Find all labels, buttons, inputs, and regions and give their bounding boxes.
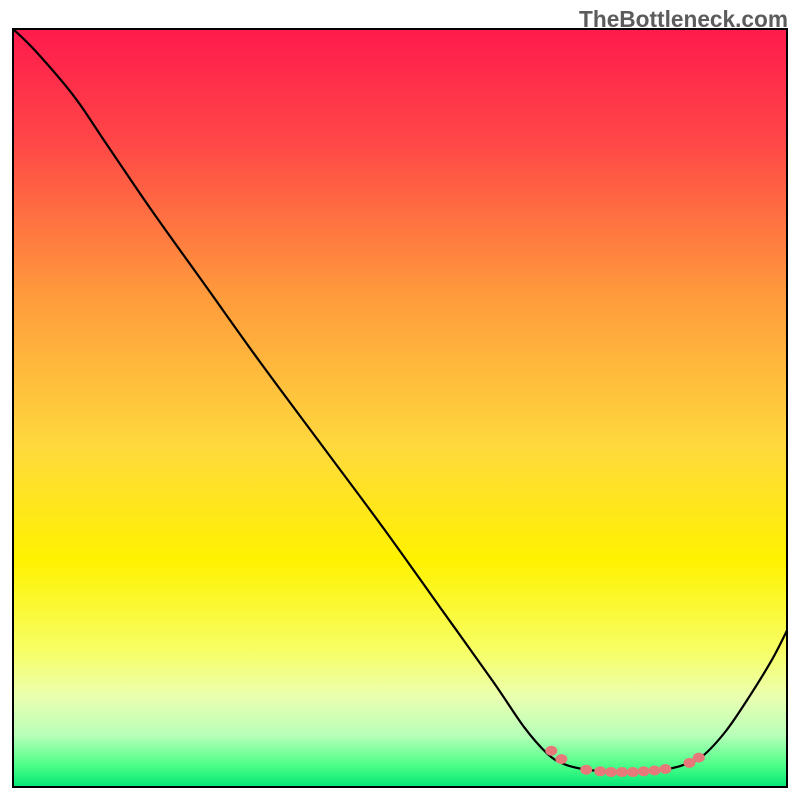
- watermark-text: TheBottleneck.com: [579, 6, 788, 33]
- gradient-background: [12, 28, 788, 788]
- marker-point: [605, 767, 617, 777]
- marker-point: [649, 766, 661, 776]
- marker-point: [594, 766, 606, 776]
- marker-point: [638, 766, 650, 776]
- plot-svg: [12, 28, 788, 788]
- marker-point: [659, 764, 671, 774]
- marker-point: [580, 765, 592, 775]
- marker-point: [693, 753, 705, 763]
- marker-point: [555, 754, 567, 764]
- bottleneck-chart: TheBottleneck.com: [0, 0, 800, 800]
- marker-point: [616, 767, 628, 777]
- marker-point: [627, 767, 639, 777]
- plot-area: [12, 28, 788, 788]
- marker-point: [545, 746, 557, 756]
